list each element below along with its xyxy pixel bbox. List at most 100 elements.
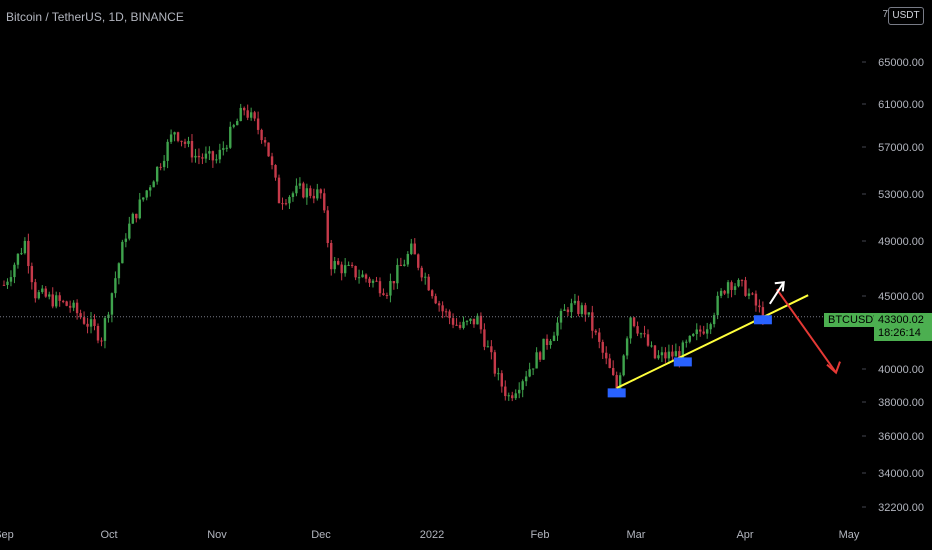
candle-body [319, 189, 322, 194]
candle-body [417, 254, 420, 268]
candle-body [305, 188, 309, 198]
candle-body [591, 312, 594, 331]
candle-body [542, 338, 545, 360]
candle-body [368, 278, 371, 283]
candle-body [176, 132, 180, 141]
candle-body [201, 157, 204, 159]
candle-body [420, 267, 423, 278]
price-tick-label: 38000.00 [878, 397, 924, 409]
price-axis[interactable]: 32200.00 34000.00 36000.00 38000.00 40000.00… [862, 0, 932, 520]
candle-body [563, 309, 566, 311]
candle-body [458, 325, 462, 328]
candle-body [737, 279, 740, 287]
time-tick-label: Mar [627, 529, 646, 541]
price-tick-label: 49000.00 [878, 236, 924, 248]
time-axis[interactable]: Sep Oct Nov Dec 2022 Feb Mar Apr May [0, 529, 860, 541]
candle-body [657, 355, 660, 359]
bearish-arrow [775, 288, 837, 374]
candle-body [58, 295, 61, 301]
candle-body [427, 276, 430, 291]
candle-body [702, 331, 705, 334]
candle-body [430, 290, 434, 297]
time-tick-label: Sep [0, 529, 14, 541]
candle-body [239, 107, 242, 122]
candle-body [437, 303, 441, 306]
candle-body [744, 280, 747, 296]
candle-body [396, 264, 399, 284]
price-tick-label: 34000.00 [878, 468, 924, 480]
candle-body [256, 118, 260, 130]
candle-body [723, 290, 726, 294]
candle-body [197, 155, 201, 158]
candle-body [531, 368, 535, 370]
candle-body [79, 313, 82, 318]
candle-body [183, 141, 187, 144]
candle-body [149, 187, 152, 191]
chart-title: Bitcoin / TetherUS, 1D, BINANCE [6, 10, 184, 24]
candle-body [521, 381, 524, 390]
price-tick-label: 45000.00 [878, 291, 924, 303]
candle-body [242, 107, 246, 111]
candle-body [434, 296, 437, 304]
candle-body [740, 279, 744, 281]
candle-body [716, 295, 719, 316]
candle-body [451, 318, 455, 325]
candle-body [274, 165, 277, 178]
candle-body [263, 140, 267, 143]
candle-body [559, 310, 563, 323]
candle-body [507, 395, 510, 397]
candle-body [378, 281, 382, 294]
candle-body [618, 375, 622, 389]
candle-body [371, 280, 375, 283]
candle-body [249, 112, 253, 118]
candle-body [472, 318, 476, 325]
candle-body [72, 302, 75, 308]
candle-body [455, 324, 458, 326]
candle-body [490, 346, 493, 353]
candle-body [469, 318, 472, 321]
candle-body [685, 341, 688, 343]
price-tick-label: 53000.00 [878, 189, 924, 201]
candle-body [605, 352, 608, 359]
candle-body [155, 166, 159, 182]
candle-body [323, 193, 326, 211]
candle-body [667, 351, 671, 359]
candle-body [96, 325, 100, 341]
time-tick-label: May [839, 529, 860, 541]
candle-body [326, 210, 329, 243]
candle-body [538, 352, 542, 360]
candle-body [211, 151, 215, 161]
candle-body [180, 140, 183, 142]
price-axis-digit: 7 [882, 9, 888, 20]
candle-body [86, 323, 89, 327]
candle-body [444, 311, 448, 313]
candle-body [6, 281, 9, 286]
candle-body [758, 305, 761, 308]
symbol-badge: BTCUSDT [824, 313, 884, 327]
candle-body [608, 358, 611, 368]
countdown-timer: 18:26:14 [878, 327, 921, 339]
candle-body [441, 305, 444, 312]
candle-body [462, 321, 465, 328]
candle-body [382, 293, 385, 296]
currency-selector[interactable]: USDT [888, 7, 924, 25]
candle-body [632, 317, 636, 327]
candle-body [173, 132, 176, 135]
candle-body [577, 300, 580, 314]
candle-body [215, 159, 218, 161]
candle-body [375, 280, 378, 282]
bearish-arrow-head [826, 361, 841, 375]
support-marker [673, 357, 692, 367]
candle-body [75, 302, 79, 314]
candle-body [27, 240, 30, 267]
candle-body [309, 188, 312, 196]
candle-body [511, 395, 514, 399]
candle-body [267, 142, 270, 157]
candle-body [298, 183, 302, 186]
candle-body [465, 320, 469, 322]
candle-body [82, 317, 86, 324]
candle-body [524, 376, 528, 382]
support-marker [753, 315, 772, 325]
candle-body [166, 141, 169, 161]
